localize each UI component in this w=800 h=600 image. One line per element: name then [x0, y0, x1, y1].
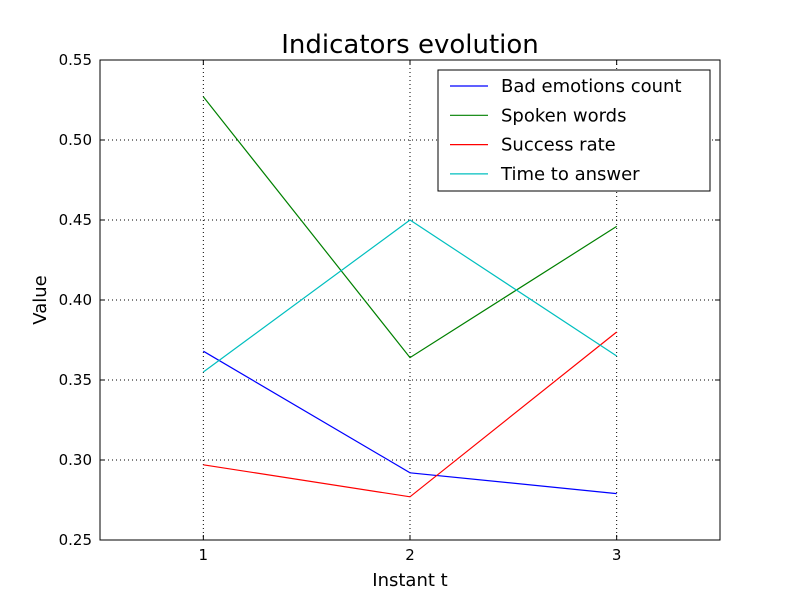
legend-label: Bad emotions count	[501, 76, 682, 97]
series-line-time-to-answer	[202, 219, 617, 373]
x-tick-label: 3	[612, 546, 622, 564]
series-lines	[202, 96, 618, 498]
y-tick-label: 0.30	[59, 451, 92, 469]
y-tick-label: 0.50	[59, 131, 92, 149]
legend-label: Success rate	[501, 135, 616, 156]
x-tick-label: 2	[405, 546, 415, 564]
y-axis-label: Value	[30, 275, 51, 324]
legend-box	[437, 69, 711, 192]
series-line-spoken-words	[202, 96, 617, 359]
legend-label: Time to answer	[500, 164, 640, 185]
series-line-bad-emotions-count	[203, 350, 617, 495]
x-tick-label: 1	[199, 546, 209, 564]
legend: Bad emotions count Spoken words Success ra…	[437, 69, 711, 192]
legend-label: Spoken words	[501, 105, 626, 126]
chart-title: Indicators evolution	[281, 30, 539, 60]
axis-ticks: 1 2 3 0.25 0.30 0.35 0.40 0.45 0.50 0.55	[59, 51, 720, 564]
series-line-success-rate	[203, 331, 618, 498]
x-axis-label: Instant t	[372, 570, 447, 591]
y-tick-label: 0.25	[59, 531, 92, 549]
y-tick-label: 0.45	[59, 211, 92, 229]
y-tick-label: 0.40	[59, 291, 92, 309]
y-tick-label: 0.35	[59, 371, 92, 389]
y-tick-label: 0.55	[59, 51, 92, 69]
